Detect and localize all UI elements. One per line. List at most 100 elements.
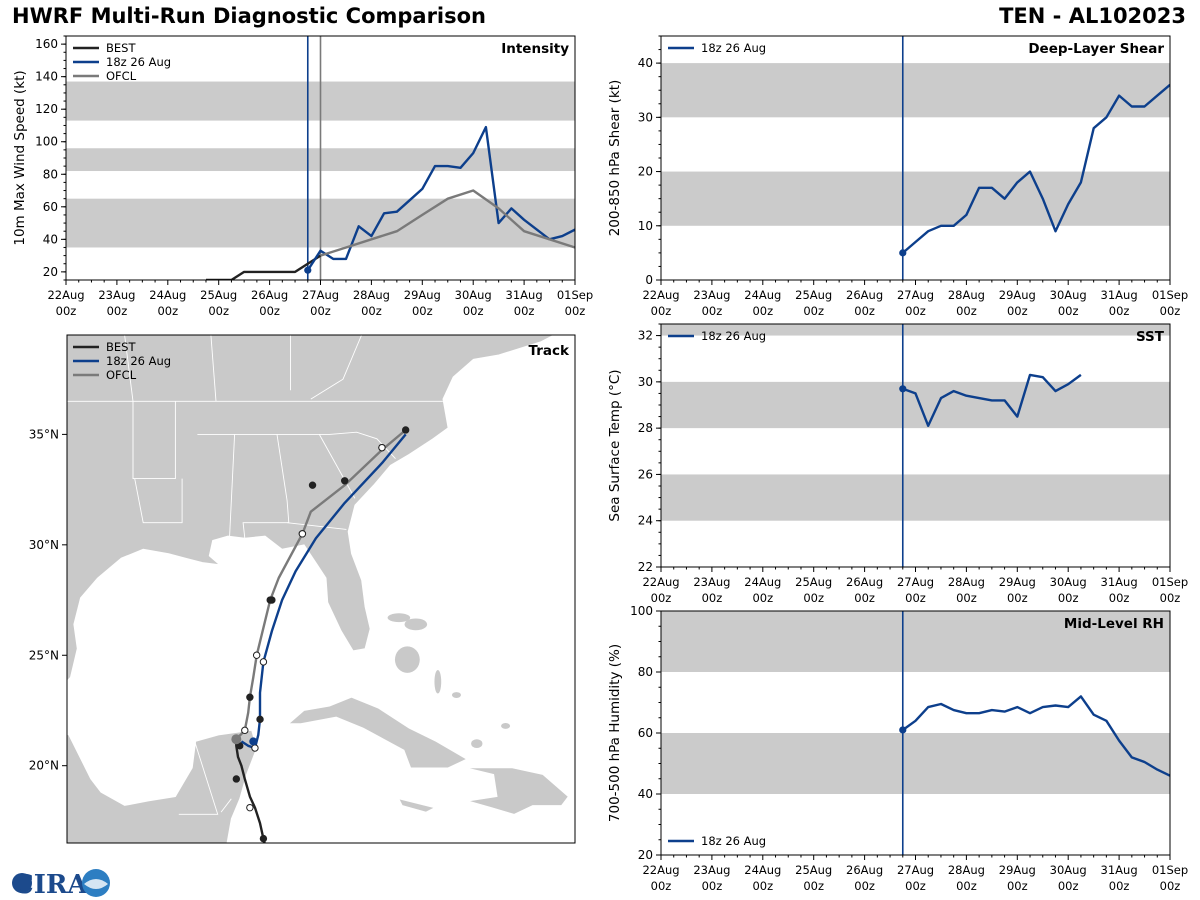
rh-ytick-label: 40 (638, 787, 653, 801)
sst-ytick-label: 26 (638, 467, 653, 481)
shear-xtick-label-2: 00z (651, 304, 672, 318)
rh-series-18z-26-aug (902, 695, 1170, 777)
sst-xtick-label: 28Aug (948, 575, 985, 589)
cira-logo-text: CIRA (13, 870, 88, 900)
border-ga-sc (318, 434, 356, 499)
shear-xtick-label-2: 00z (956, 304, 977, 318)
sst-ytick-label: 24 (638, 514, 653, 528)
track-position-marker (378, 443, 386, 452)
track-legend-label: OFCL (106, 368, 137, 382)
rh-xtick-label: 24Aug (744, 863, 781, 877)
sst-start-point (899, 385, 907, 393)
sst-ylabel: Sea Surface Temp (°C) (607, 369, 623, 521)
rh-band-0 (661, 733, 1170, 794)
intensity-xtick-label-2: 00z (361, 304, 382, 318)
bahamas-island-3 (434, 669, 442, 694)
track-lat-label: 30°N (29, 538, 59, 552)
shear-xtick-label-2: 00z (854, 304, 875, 318)
intensity-series-18z-26-aug (306, 125, 575, 271)
track-position-marker (252, 651, 261, 659)
rh-legend-label: 18z 26 Aug (701, 834, 766, 848)
shear-ytick-label: 10 (638, 219, 653, 233)
rh-xtick-label-2: 00z (854, 879, 875, 893)
border-il (210, 335, 217, 402)
sst-xtick-label-2: 00z (1160, 591, 1181, 605)
sst-xtick-label: 31Aug (1101, 575, 1138, 589)
border-al-ms (229, 434, 236, 537)
rh-xtick-label: 25Aug (795, 863, 832, 877)
sst-xtick-label: 29Aug (999, 575, 1036, 589)
sst-band-2 (661, 324, 1170, 336)
intensity-xtick-label: 25Aug (200, 288, 237, 302)
shear-xtick-label-2: 00z (1007, 304, 1028, 318)
bahamas-island-0 (394, 646, 420, 673)
intensity-xtick-label-2: 00z (514, 304, 535, 318)
bahamas-island-2 (387, 613, 411, 623)
intensity-xtick-label: 31Aug (506, 288, 543, 302)
rh-title: Mid-Level RH (1064, 616, 1164, 632)
rh-start-point (899, 726, 907, 734)
shear-panel: 0 10 20 30 40 22Aug 00z 23Aug 00z 24Aug 00z 25Aug 00… (607, 35, 1188, 318)
rh-xtick-label-2: 00z (1109, 879, 1130, 893)
storm-id: TEN - AL102023 (999, 4, 1186, 28)
rh-xtick-label: 26Aug (846, 863, 883, 877)
us-mainland-land (67, 335, 555, 682)
cira-globe-icon (12, 873, 32, 893)
track-position-marker (246, 803, 254, 812)
track-position-marker (266, 596, 274, 604)
rh-xtick-label-2: 00z (1007, 879, 1028, 893)
track-title: Track (529, 343, 570, 359)
sst-title: SST (1136, 329, 1165, 345)
rh-xtick-label-2: 00z (803, 879, 824, 893)
mexico-yucatan-land (67, 729, 258, 843)
shear-band-0 (661, 171, 1170, 226)
track-position-marker (246, 693, 254, 701)
track-position-marker (308, 481, 317, 489)
rh-xtick-label-2: 00z (702, 879, 723, 893)
intensity-xtick-label: 22Aug (47, 288, 84, 302)
sst-xtick-label: 25Aug (795, 575, 832, 589)
intensity-xtick-label-2: 00z (412, 304, 433, 318)
intensity-xtick-label-2: 00z (208, 304, 229, 318)
sst-ytick-label: 28 (638, 421, 653, 435)
track-position-marker (259, 658, 268, 666)
track-lat-label: 20°N (29, 759, 59, 773)
cira-logo: CIRA (12, 869, 110, 900)
shear-xtick-label: 25Aug (795, 288, 832, 302)
track-position-marker (251, 744, 259, 752)
shear-xtick-label: 28Aug (948, 288, 985, 302)
shear-xtick-label: 24Aug (744, 288, 781, 302)
rh-xtick-label: 29Aug (999, 863, 1036, 877)
intensity-xtick-label: 23Aug (98, 288, 135, 302)
intensity-xtick-label-2: 00z (56, 304, 77, 318)
shear-xtick-label-2: 00z (702, 304, 723, 318)
border-arkansas (132, 401, 176, 480)
intensity-xtick-label-2: 00z (310, 304, 331, 318)
intensity-ytick-label: 100 (35, 135, 58, 149)
track-map-area (67, 335, 575, 843)
border-belize (220, 798, 232, 813)
shear-xtick-label: 26Aug (846, 288, 883, 302)
rh-xtick-label-2: 00z (1058, 879, 1079, 893)
rh-ytick-label: 80 (638, 665, 653, 679)
bahamas-island-5 (471, 739, 483, 749)
sst-plot-area (661, 324, 1170, 567)
intensity-legend-label: 18z 26 Aug (106, 55, 171, 69)
sst-ytick-label: 22 (638, 560, 653, 574)
shear-xtick-label: 31Aug (1101, 288, 1138, 302)
shear-ylabel: 200-850 hPa Shear (kt) (607, 80, 623, 237)
honduras-coast-land (270, 842, 272, 843)
rh-ytick-label: 20 (638, 848, 653, 862)
sst-xtick-label-2: 00z (702, 591, 723, 605)
rh-ylabel: 700-500 hPa Humidity (%) (607, 644, 623, 822)
intensity-start-point (304, 266, 312, 274)
shear-ytick-label: 20 (638, 165, 653, 179)
sst-xtick-label: 24Aug (744, 575, 781, 589)
shear-band-1 (661, 63, 1170, 118)
shear-xtick-label-2: 00z (905, 304, 926, 318)
shear-xtick-label: 29Aug (999, 288, 1036, 302)
shear-series-18z-26-aug (902, 83, 1170, 254)
rh-xtick-label-2: 00z (956, 879, 977, 893)
sst-xtick-label-2: 00z (803, 591, 824, 605)
intensity-xtick-label: 28Aug (353, 288, 390, 302)
